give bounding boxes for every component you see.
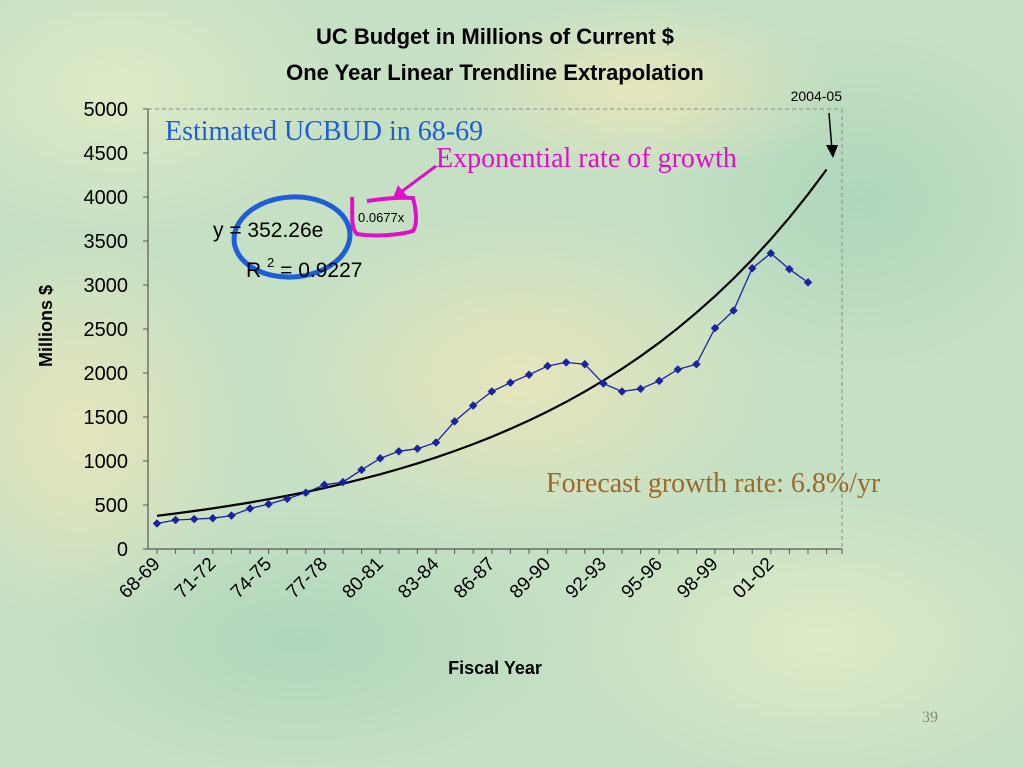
x-tick-label: 71-72 (171, 554, 220, 603)
data-point (189, 514, 199, 524)
x-tick-label: 95-96 (618, 554, 667, 603)
data-point (394, 446, 404, 456)
end-pointer-arrowhead (826, 145, 838, 158)
data-point (636, 384, 645, 394)
growth-type-note: Exponential rate of growth (436, 143, 737, 174)
r-squared-superscript: 2 (267, 255, 274, 270)
x-tick-label: 01-02 (729, 554, 778, 603)
x-tick-label: 89-90 (506, 554, 555, 603)
data-point (468, 401, 478, 410)
end-pointer-line (828, 112, 833, 151)
y-tick-label: 4500 (84, 143, 129, 165)
x-axis-label: Fiscal Year (448, 658, 542, 678)
x-tick-label: 83-84 (394, 553, 444, 603)
y-tick-label: 5000 (84, 99, 129, 121)
data-point (747, 263, 757, 273)
x-tick-label: 74-75 (227, 554, 276, 603)
y-tick-label: 1500 (84, 407, 129, 429)
page-number: 39 (922, 709, 938, 726)
data-point (803, 278, 813, 287)
coefficient-highlight-oval (231, 194, 353, 280)
r-squared-symbol: R (246, 259, 261, 282)
data-point (320, 480, 329, 490)
r-squared-value: = 0.9227 (280, 259, 362, 282)
data-point (431, 438, 441, 447)
data-point (357, 465, 366, 475)
extrapolation-end-label: 2004-05 (791, 88, 843, 104)
data-point (673, 365, 683, 374)
data-point (710, 323, 720, 333)
data-point (152, 519, 162, 528)
x-tick-label: 92-93 (562, 554, 611, 603)
data-point (692, 359, 701, 369)
chart-title: UC Budget in Millions of Current $ (315, 24, 675, 49)
data-point (301, 488, 311, 498)
annotation-layer (231, 112, 838, 280)
x-tick-label: 80-81 (339, 554, 388, 603)
y-tick-label: 0 (117, 539, 128, 561)
x-tick-label: 77-78 (283, 554, 332, 603)
data-markers (152, 248, 813, 528)
x-tick-label: 98-99 (673, 554, 722, 603)
data-point (729, 306, 738, 315)
y-axis-label: Millions $ (36, 285, 56, 367)
data-point (506, 378, 515, 388)
data-point (524, 370, 534, 380)
equation-exponent: 0.0677x (358, 210, 405, 225)
y-tick-label: 1000 (84, 451, 129, 473)
y-tick-label: 2000 (84, 363, 129, 385)
data-point (171, 515, 180, 525)
y-tick-label: 4000 (84, 187, 129, 209)
r-squared: R 2 = 0.9227 (246, 249, 362, 282)
growth-pointer-arrowhead (393, 185, 407, 198)
y-axis: 0 500 1000 1500 2000 2500 3000 3500 4000 4500 5000 (84, 99, 149, 561)
data-point (654, 376, 664, 386)
data-point (413, 444, 422, 454)
data-point (785, 264, 794, 274)
chart-subtitle: One Year Linear Trendline Extrapolation (286, 60, 704, 85)
estimated-note: Estimated UCBUD in 68-69 (165, 116, 484, 147)
data-point (245, 504, 255, 513)
data-point (599, 379, 608, 388)
data-point (227, 511, 236, 520)
data-point (450, 417, 459, 426)
data-point (617, 387, 627, 396)
growth-pointer-line (400, 164, 437, 194)
data-point (766, 248, 776, 258)
data-point (375, 454, 385, 463)
data-point (580, 359, 590, 369)
y-tick-label: 2500 (84, 319, 129, 341)
trendline-equation: y = 352.26e (213, 219, 323, 242)
y-tick-label: 3000 (84, 275, 129, 297)
data-point (208, 513, 218, 523)
equation-base: y = 352.26e (213, 219, 323, 242)
y-tick-label: 3500 (84, 231, 129, 253)
data-point (282, 494, 292, 504)
x-axis: 68-69 71-72 74-75 77-78 80-81 83-84 86-87 89-90… (115, 548, 843, 603)
data-point (338, 477, 348, 487)
data-point (543, 361, 552, 371)
data-point (561, 358, 571, 367)
trendline (156, 168, 828, 517)
exponent-highlight-box (350, 195, 418, 238)
data-point (487, 387, 497, 396)
data-point (264, 499, 273, 509)
x-tick-label: 86-87 (450, 554, 499, 603)
forecast-note: Forecast growth rate: 6.8%/yr (546, 468, 881, 499)
y-tick-label: 500 (95, 495, 128, 517)
x-tick-label: 68-69 (115, 554, 164, 603)
